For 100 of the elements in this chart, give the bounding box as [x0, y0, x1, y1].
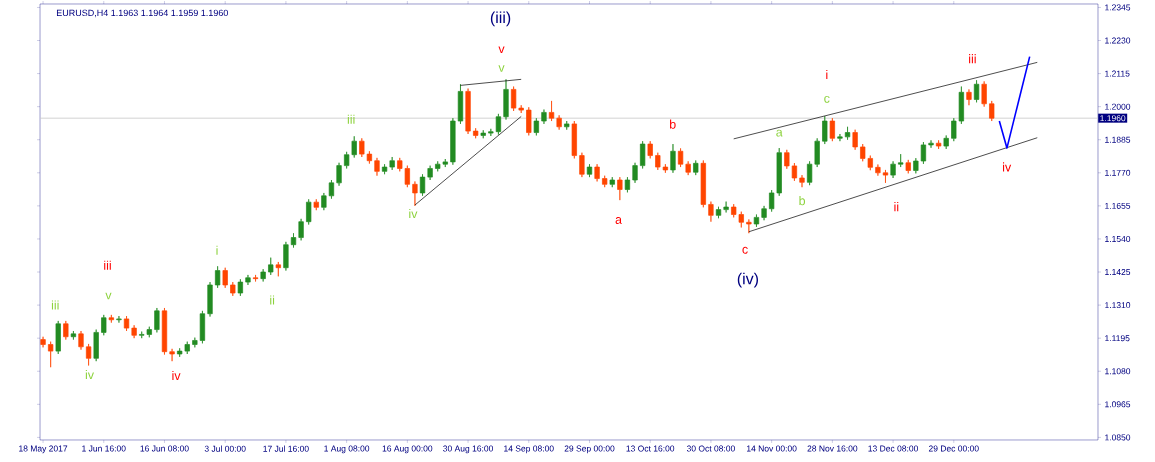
- candlestick: [192, 337, 198, 348]
- annotation: iii: [51, 300, 59, 310]
- ref-line-label: 1.1960: [1100, 115, 1126, 122]
- candlestick: [647, 140, 653, 159]
- candlestick: [70, 330, 77, 340]
- candlestick: [457, 83, 464, 125]
- candlestick: [298, 218, 304, 241]
- annotation: iv: [85, 369, 94, 379]
- candlestick: [837, 133, 843, 142]
- candlestick: [981, 81, 987, 108]
- y-tick-label: 1.1655: [1105, 202, 1131, 209]
- x-tick-label: 1 Jun 16:00: [82, 445, 126, 452]
- candlestick: [328, 179, 335, 200]
- candlestick: [639, 140, 646, 169]
- candlestick: [685, 160, 691, 176]
- x-tick-label: 14 Nov 00:00: [747, 445, 797, 452]
- candlestick: [336, 162, 342, 187]
- candlestick: [252, 274, 259, 282]
- candlestick: [852, 129, 858, 151]
- text: EURUSD,H4 1.1963 1.1964 1.1959 1.1960: [56, 9, 228, 18]
- candlestick: [761, 205, 767, 221]
- candlestick: [753, 214, 760, 228]
- candlestick: [101, 314, 107, 336]
- annotation: iii: [969, 54, 976, 64]
- x-tick-label: 30 Oct 08:00: [686, 445, 735, 452]
- candlestick: [989, 100, 995, 122]
- candlestick: [55, 320, 61, 355]
- x-tick-label: 3 Jul 00:00: [204, 445, 246, 452]
- candlestick: [116, 315, 122, 323]
- candlestick: [935, 139, 942, 150]
- x-tick-label: 13 Dec 08:00: [868, 445, 918, 452]
- candlestick: [169, 348, 175, 362]
- annotation: b: [799, 196, 806, 206]
- candlestick: [207, 281, 213, 317]
- y-tick-label: 1.2000: [1105, 103, 1131, 110]
- annotation: (iii): [490, 11, 511, 27]
- candlestick: [632, 162, 638, 184]
- candlestick: [882, 169, 889, 184]
- candlestick: [844, 126, 851, 141]
- x-tick-label: 18 May 2017: [19, 445, 68, 454]
- candlestick: [268, 257, 274, 276]
- candlestick: [693, 160, 699, 176]
- candlestick: [93, 329, 99, 362]
- candlestick: [533, 117, 539, 136]
- y-tick-label: 1.1540: [1105, 235, 1131, 242]
- candlestick: [374, 157, 380, 177]
- candlestick: [715, 206, 722, 219]
- candlestick: [677, 148, 684, 168]
- annotation: v: [498, 46, 505, 53]
- candlestick: [48, 341, 54, 368]
- candlestick: [609, 176, 615, 188]
- annotation: v: [105, 292, 112, 300]
- annotation: (iv): [737, 272, 759, 288]
- candlestick: [905, 159, 911, 174]
- candlestick: [290, 232, 297, 248]
- candlestick: [799, 174, 805, 188]
- candlestick: [579, 152, 585, 178]
- candlestick: [875, 164, 881, 177]
- annotation: c: [742, 246, 748, 254]
- y-tick-label: 1.2345: [1105, 4, 1131, 11]
- candlestick: [920, 141, 927, 165]
- candlestick: [746, 219, 752, 234]
- annotation: i: [216, 245, 218, 255]
- candlestick: [898, 153, 904, 168]
- candlestick: [85, 343, 92, 366]
- y-tick-label: 1.0965: [1105, 401, 1131, 408]
- candlestick: [427, 165, 433, 181]
- candlestick: [829, 117, 835, 142]
- x-tick-label: 13 Oct 16:00: [626, 445, 675, 452]
- candlestick: [275, 261, 281, 277]
- x-tick-label: 16 Jun 08:00: [140, 445, 189, 452]
- x-tick-label: 28 Nov 16:00: [807, 445, 858, 452]
- candlestick: [214, 265, 221, 289]
- candlestick: [283, 241, 289, 271]
- candlestick: [617, 176, 623, 201]
- annotation: i: [826, 69, 828, 80]
- candlestick: [306, 198, 312, 225]
- candlestick: [222, 267, 228, 289]
- candlestick: [556, 114, 562, 131]
- candlestick: [890, 160, 896, 179]
- candlestick: [465, 88, 471, 135]
- candlestick: [966, 89, 972, 106]
- candlestick: [131, 324, 137, 339]
- candlestick: [412, 181, 418, 207]
- annotation: ii: [894, 202, 899, 212]
- candlestick: [245, 274, 251, 286]
- candlestick: [571, 120, 577, 159]
- x-tick-label: 16 Aug 00:00: [382, 445, 433, 454]
- candlestick: [78, 330, 84, 351]
- y-tick-label: 1.1310: [1105, 302, 1131, 309]
- candlestick: [321, 192, 327, 211]
- candlestick: [199, 310, 206, 344]
- y-tick-label: 1.0850: [1105, 434, 1131, 441]
- candlestick: [602, 175, 608, 188]
- candlestick: [594, 163, 600, 182]
- candlestick: [260, 268, 266, 282]
- annotation: v: [498, 65, 505, 72]
- y-tick-label: 1.2230: [1105, 37, 1131, 44]
- candlestick: [419, 173, 426, 197]
- x-tick-label: 1 Aug 08:00: [324, 445, 370, 454]
